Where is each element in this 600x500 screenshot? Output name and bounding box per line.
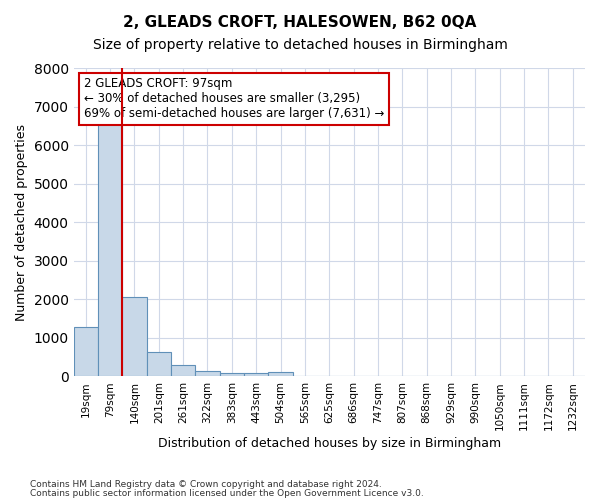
Bar [220, 373, 244, 376]
Bar [98, 124, 122, 376]
Bar [171, 366, 196, 376]
Text: 2 GLEADS CROFT: 97sqm
← 30% of detached houses are smaller (3,295)
69% of semi-d: 2 GLEADS CROFT: 97sqm ← 30% of detached … [84, 78, 384, 120]
Bar [196, 371, 220, 376]
Text: 2, GLEADS CROFT, HALESOWEN, B62 0QA: 2, GLEADS CROFT, HALESOWEN, B62 0QA [124, 15, 476, 30]
Bar [244, 374, 268, 376]
Text: Contains HM Land Registry data © Crown copyright and database right 2024.: Contains HM Land Registry data © Crown c… [30, 480, 382, 489]
Bar [74, 326, 98, 376]
Y-axis label: Number of detached properties: Number of detached properties [15, 124, 28, 320]
Bar [146, 352, 171, 376]
Text: Contains public sector information licensed under the Open Government Licence v3: Contains public sector information licen… [30, 488, 424, 498]
Text: Size of property relative to detached houses in Birmingham: Size of property relative to detached ho… [92, 38, 508, 52]
Bar [122, 296, 146, 376]
X-axis label: Distribution of detached houses by size in Birmingham: Distribution of detached houses by size … [158, 437, 501, 450]
Bar [268, 372, 293, 376]
